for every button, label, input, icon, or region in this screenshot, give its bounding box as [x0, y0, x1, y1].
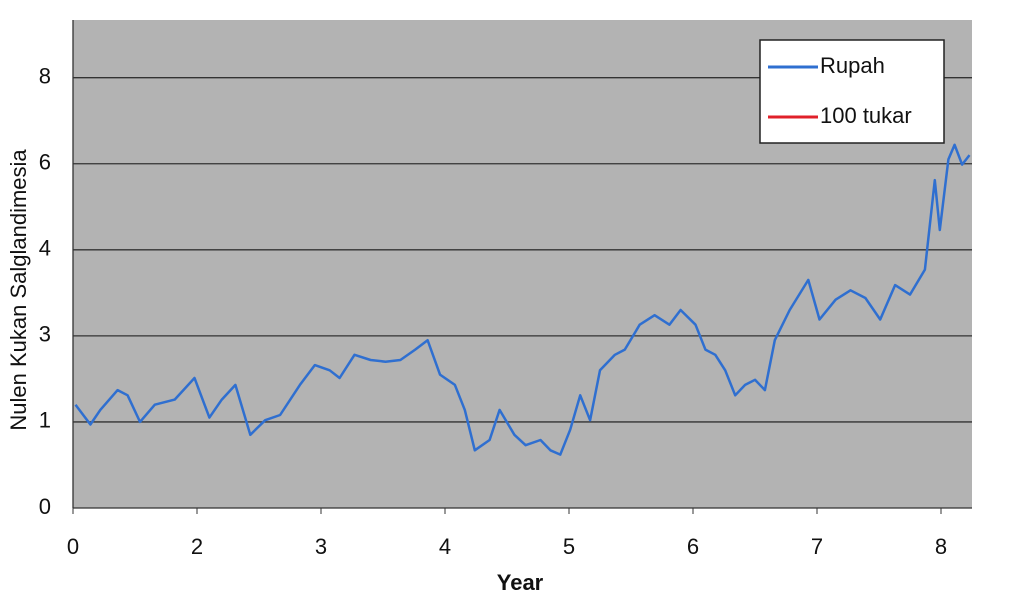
y-tick-label: 0	[39, 494, 51, 519]
legend-label: 100 tukar	[820, 103, 912, 128]
series-line	[74, 143, 971, 456]
x-tick-label: 5	[563, 534, 575, 559]
x-tick-label: 7	[811, 534, 823, 559]
y-tick-label: 6	[39, 150, 51, 175]
y-tick-label: 3	[39, 322, 51, 347]
legend-label: Rupah	[820, 53, 885, 78]
x-tick-label: 8	[935, 534, 947, 559]
y-tick-label: 4	[39, 236, 51, 261]
legend: Rupah 100 tukar	[759, 39, 945, 144]
y-tick-label: 1	[39, 408, 51, 433]
x-tick-label: 2	[191, 534, 203, 559]
y-axis-label: Nulen Kukan Salglandimesia	[6, 149, 31, 431]
legend-box	[759, 39, 945, 144]
x-tick-label: 4	[439, 534, 451, 559]
x-tick-label: 0	[67, 534, 79, 559]
x-tick-label: 6	[687, 534, 699, 559]
x-axis-label: Year	[497, 570, 544, 595]
x-tick-label: 3	[315, 534, 327, 559]
y-tick-label: 8	[39, 63, 51, 88]
